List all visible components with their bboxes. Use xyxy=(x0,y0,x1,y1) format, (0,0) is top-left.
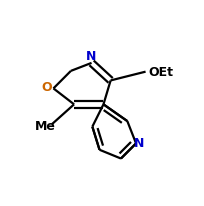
Text: O: O xyxy=(41,80,51,93)
Text: N: N xyxy=(86,50,96,63)
Text: N: N xyxy=(133,136,144,149)
Text: OEt: OEt xyxy=(148,66,173,79)
Text: Me: Me xyxy=(35,119,56,132)
